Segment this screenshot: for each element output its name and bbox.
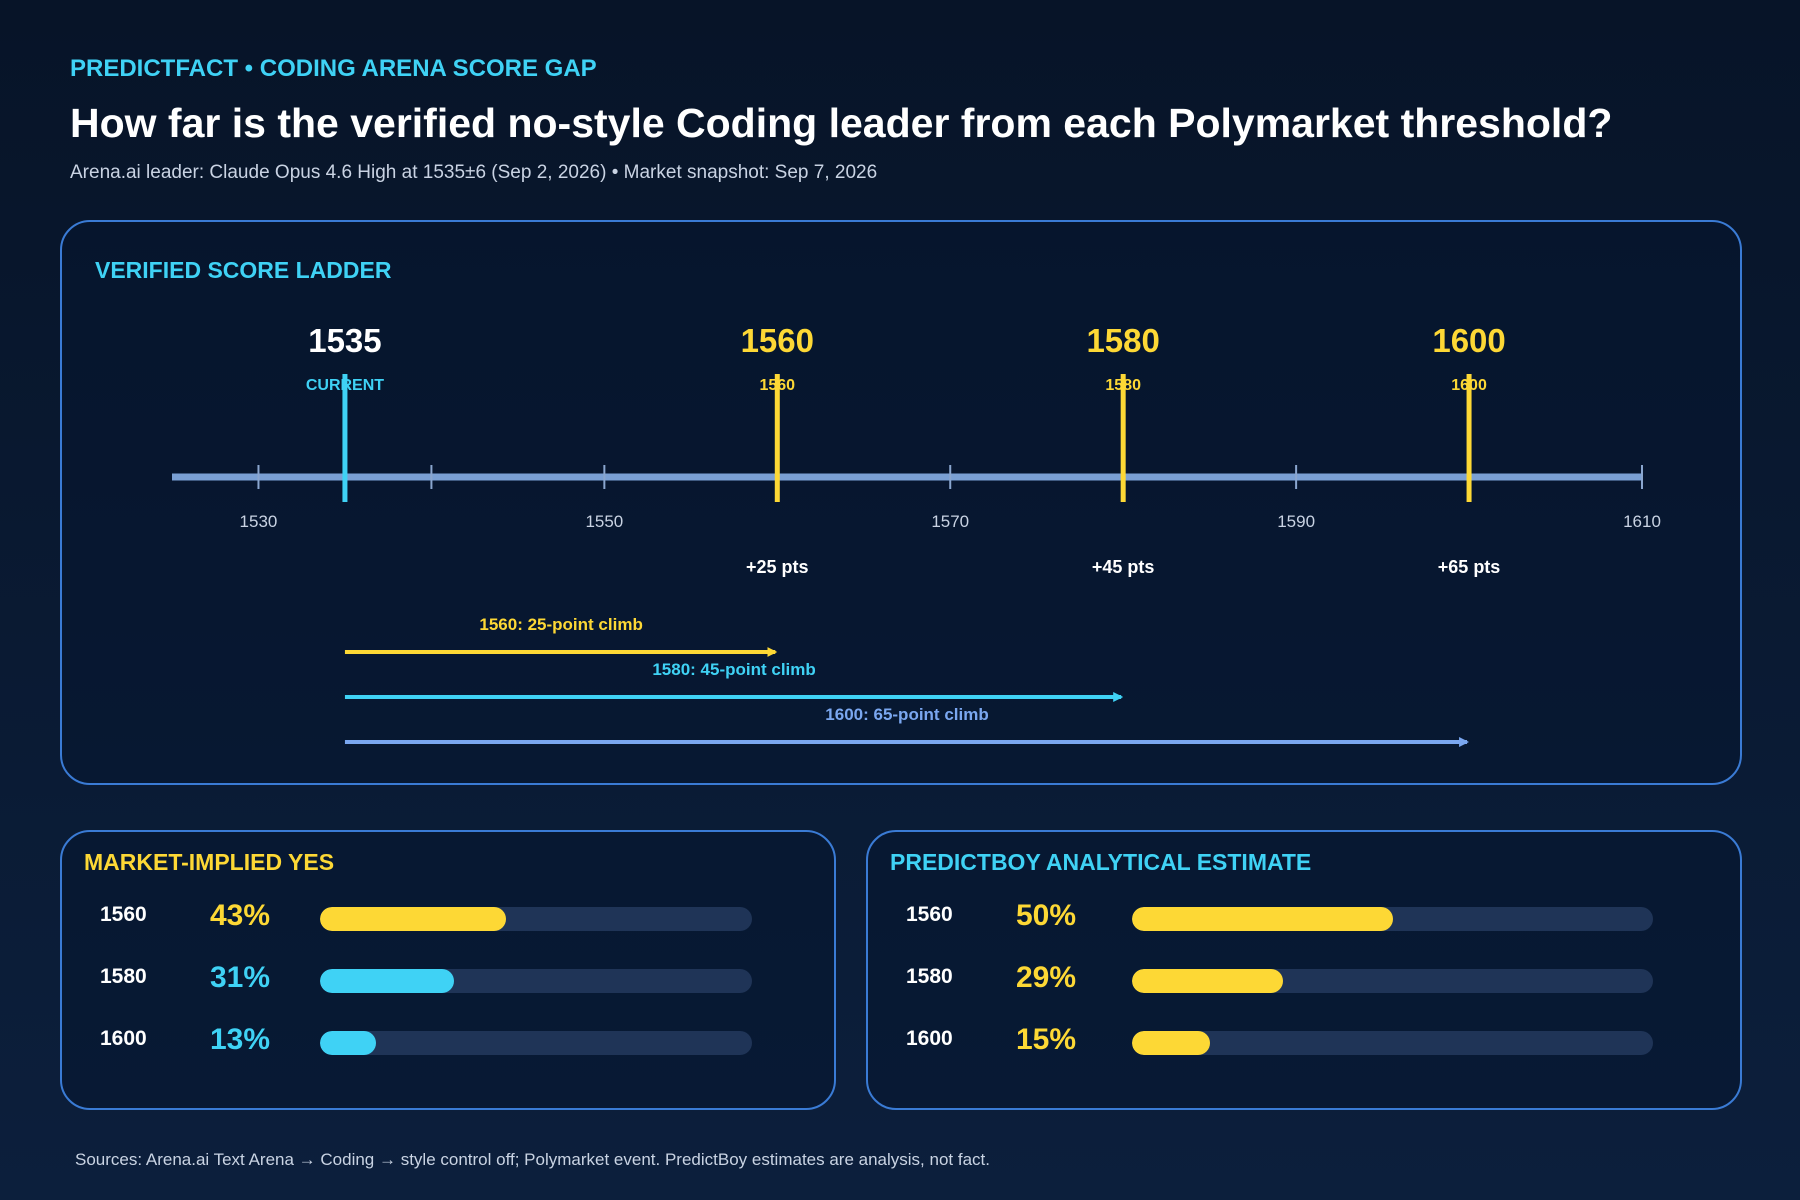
bar-value-label: 13% xyxy=(210,1023,271,1056)
ladder-title: VERIFIED SCORE LADDER xyxy=(95,257,392,283)
bar-fill xyxy=(1132,969,1284,993)
bar-row: 1580 29% xyxy=(868,961,1740,1001)
market-implied-panel: MARKET-IMPLIED YES 1560 43% 1580 31% 1600 13% xyxy=(60,830,836,1110)
subtitle: Arena.ai leader: Claude Opus 4.6 High at… xyxy=(70,162,878,183)
threshold-value-label: 1560 xyxy=(741,322,814,359)
bar-fill xyxy=(320,907,506,931)
threshold-value-label: 1600 xyxy=(1432,322,1505,359)
climb-label: 1600: 65-point climb xyxy=(825,705,988,724)
threshold-tag: 1580 xyxy=(1105,377,1141,394)
bar-category-label: 1600 xyxy=(906,1027,953,1050)
tick-label: 1550 xyxy=(585,512,623,531)
tick-label: 1610 xyxy=(1623,512,1661,531)
current-value-label: 1535 xyxy=(308,322,381,359)
threshold-value-label: 1580 xyxy=(1086,322,1159,359)
current-tag: CURRENT xyxy=(306,377,384,394)
bar-track xyxy=(1132,969,1653,993)
threshold-tag: 1560 xyxy=(759,377,795,394)
climb-label: 1560: 25-point climb xyxy=(479,615,642,634)
bar-value-label: 50% xyxy=(1016,899,1077,932)
bar-row: 1580 31% xyxy=(62,961,834,1001)
tick-label: 1570 xyxy=(931,512,969,531)
climb-label: 1580: 45-point climb xyxy=(652,660,815,679)
bar-value-label: 29% xyxy=(1016,961,1077,994)
bar-fill xyxy=(320,969,454,993)
bar-track xyxy=(1132,907,1653,931)
bar-fill xyxy=(320,1031,377,1055)
source-note: Sources: Arena.ai Text Arena → Coding → … xyxy=(75,1150,990,1169)
market-title: MARKET-IMPLIED YES xyxy=(84,849,335,875)
tick-label: 1590 xyxy=(1277,512,1315,531)
bar-value-label: 43% xyxy=(210,899,271,932)
bar-row: 1560 50% xyxy=(868,899,1740,939)
threshold-delta-label: +65 pts xyxy=(1438,557,1501,577)
bar-category-label: 1560 xyxy=(906,903,953,926)
bar-row: 1560 43% xyxy=(62,899,834,939)
bar-track xyxy=(1132,1031,1653,1055)
bar-value-label: 15% xyxy=(1016,1023,1077,1056)
kicker: PREDICTFACT • CODING ARENA SCORE GAP xyxy=(70,55,597,82)
bar-value-label: 31% xyxy=(210,961,271,994)
bar-track xyxy=(320,907,752,931)
page-title: How far is the verified no-style Coding … xyxy=(70,100,1613,146)
bar-category-label: 1580 xyxy=(100,965,147,988)
threshold-delta-label: +45 pts xyxy=(1092,557,1155,577)
bar-category-label: 1600 xyxy=(100,1027,147,1050)
bar-track xyxy=(320,969,752,993)
bar-category-label: 1560 xyxy=(100,903,147,926)
score-ladder-chart: 1530 1550 1570 1590 1610 1535 CURRENT 1560 1560 +… xyxy=(172,322,1661,747)
bar-category-label: 1580 xyxy=(906,965,953,988)
threshold-tag: 1600 xyxy=(1451,377,1487,394)
tick-label: 1530 xyxy=(240,512,278,531)
bar-track xyxy=(320,1031,752,1055)
bar-row: 1600 13% xyxy=(62,1023,834,1063)
bar-fill xyxy=(1132,1031,1211,1055)
estimate-title: PREDICTBOY ANALYTICAL ESTIMATE xyxy=(890,849,1312,875)
threshold-delta-label: +25 pts xyxy=(746,557,809,577)
bar-fill xyxy=(1132,907,1393,931)
analytical-estimate-panel: PREDICTBOY ANALYTICAL ESTIMATE 1560 50% 15… xyxy=(866,830,1742,1110)
score-ladder-panel: VERIFIED SCORE LADDER 1530 1550 1570 1590 16… xyxy=(60,220,1742,785)
bar-row: 1600 15% xyxy=(868,1023,1740,1063)
